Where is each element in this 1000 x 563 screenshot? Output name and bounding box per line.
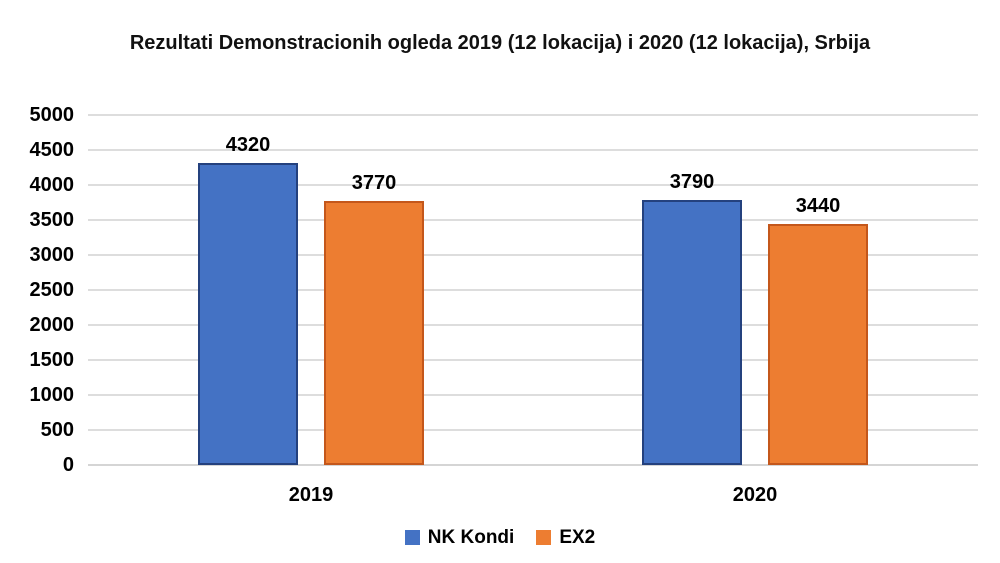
y-tick-label: 4000 (29, 174, 75, 196)
legend-item-ex2: EX2 (536, 528, 595, 547)
legend-label: EX2 (559, 527, 596, 548)
bar-value-label: 4320 (225, 133, 271, 156)
legend: NK Kondi EX2 (0, 528, 1000, 547)
bar-nk-kondi-2019 (198, 162, 298, 465)
legend-label: NK Kondi (427, 527, 515, 548)
y-tick-label: 2500 (29, 279, 75, 301)
y-tick-label: 3000 (29, 244, 75, 266)
legend-item-nk-kondi: NK Kondi (404, 527, 515, 548)
legend-swatch-icon (536, 530, 552, 545)
y-tick-label: 4500 (29, 139, 75, 161)
y-tick-label: 1000 (29, 384, 75, 406)
bar-ex2-2020 (768, 224, 868, 465)
gridline (88, 184, 978, 186)
x-category-label: 2019 (288, 484, 334, 506)
bar-value-label: 3770 (351, 172, 397, 195)
x-axis-line (88, 464, 978, 466)
gridline (88, 289, 978, 291)
gridline (88, 324, 978, 326)
gridline (88, 219, 978, 221)
y-tick-label: 1500 (29, 349, 75, 371)
x-category-label: 2020 (732, 484, 778, 506)
y-tick-label: 2000 (29, 314, 75, 336)
gridline (88, 114, 978, 116)
bar-ex2-2019 (324, 201, 424, 465)
bar-value-label: 3440 (795, 195, 841, 218)
gridline (88, 149, 978, 151)
chart-title: Rezultati Demonstracionih ogleda 2019 (1… (129, 32, 871, 54)
y-tick-label: 0 (62, 454, 74, 476)
y-tick-label: 500 (40, 419, 74, 441)
gridline (88, 394, 978, 396)
gridline (88, 254, 978, 256)
y-tick-label: 3500 (29, 209, 75, 231)
y-tick-label: 5000 (29, 104, 75, 126)
gridline (88, 429, 978, 431)
bar-value-label: 3790 (669, 170, 715, 193)
gridline (88, 359, 978, 361)
legend-swatch-icon (404, 530, 420, 545)
bar-nk-kondi-2020 (642, 199, 742, 465)
